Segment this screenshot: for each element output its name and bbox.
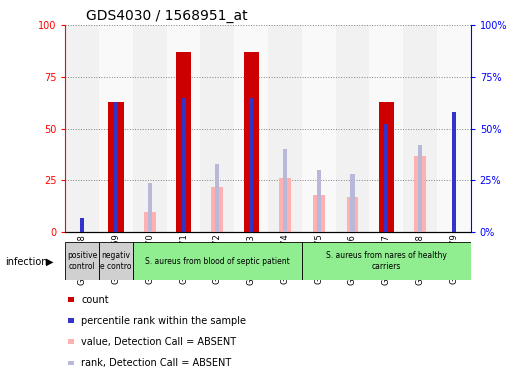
Bar xyxy=(418,145,422,232)
Bar xyxy=(65,25,99,232)
Text: S. aureus from nares of healthy
carriers: S. aureus from nares of healthy carriers xyxy=(326,252,447,271)
Bar xyxy=(283,149,287,232)
Bar xyxy=(99,25,133,232)
Bar xyxy=(279,179,291,232)
Bar xyxy=(181,98,186,232)
Bar xyxy=(99,242,133,280)
Bar xyxy=(403,25,437,232)
Text: rank, Detection Call = ABSENT: rank, Detection Call = ABSENT xyxy=(81,358,231,368)
Bar xyxy=(200,25,234,232)
Bar xyxy=(316,170,321,232)
Text: positive
control: positive control xyxy=(67,252,97,271)
Bar xyxy=(80,218,84,232)
Bar xyxy=(249,98,253,232)
Bar xyxy=(215,164,219,232)
Bar xyxy=(414,156,426,232)
Bar xyxy=(437,25,471,232)
Bar xyxy=(148,182,152,232)
Bar xyxy=(268,25,302,232)
Bar xyxy=(176,52,191,232)
Text: percentile rank within the sample: percentile rank within the sample xyxy=(81,316,246,326)
Bar xyxy=(114,102,118,232)
Text: value, Detection Call = ABSENT: value, Detection Call = ABSENT xyxy=(81,337,236,347)
Bar xyxy=(379,102,394,232)
Text: count: count xyxy=(81,295,109,305)
Text: ▶: ▶ xyxy=(46,257,53,267)
Bar xyxy=(144,212,156,232)
Bar xyxy=(211,187,223,232)
Bar xyxy=(347,197,358,232)
Bar xyxy=(313,195,325,232)
Bar xyxy=(244,52,259,232)
Bar xyxy=(369,25,403,232)
Bar xyxy=(384,124,388,232)
Bar xyxy=(167,25,200,232)
Bar xyxy=(133,242,302,280)
Bar xyxy=(302,25,336,232)
Bar xyxy=(302,242,471,280)
Text: GDS4030 / 1568951_at: GDS4030 / 1568951_at xyxy=(86,8,247,23)
Text: S. aureus from blood of septic patient: S. aureus from blood of septic patient xyxy=(145,257,290,266)
Text: negativ
e contro: negativ e contro xyxy=(100,252,132,271)
Bar xyxy=(234,25,268,232)
Bar xyxy=(336,25,369,232)
Bar xyxy=(350,174,355,232)
Bar xyxy=(452,112,456,232)
Text: infection: infection xyxy=(5,257,48,267)
Bar xyxy=(133,25,167,232)
Bar xyxy=(65,242,99,280)
Bar xyxy=(108,102,123,232)
